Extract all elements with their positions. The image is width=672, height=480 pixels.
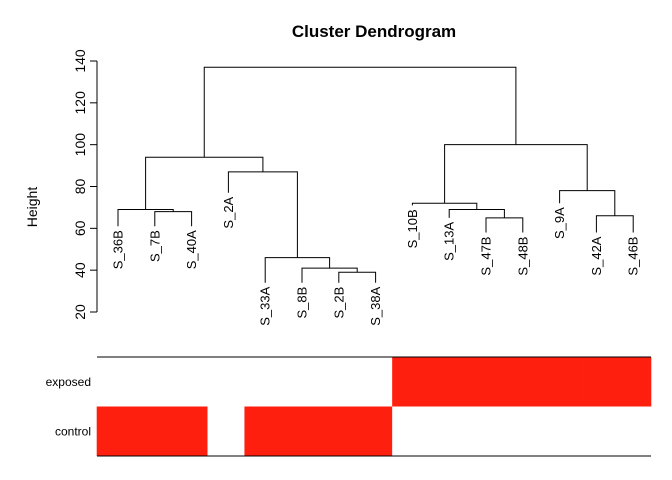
color-bar-cell <box>318 406 356 456</box>
dendrogram-branch <box>338 271 377 283</box>
leaf-label: S_40A <box>184 230 199 269</box>
leaf-label: S_46B <box>626 237 641 276</box>
dendrogram-branch <box>444 144 588 204</box>
color-bar-cell <box>355 406 393 456</box>
color-bar-cell <box>281 406 319 456</box>
y-tick-label: 20 <box>72 304 88 320</box>
color-bar-cell <box>244 357 282 407</box>
color-bar-row-label: control <box>55 424 91 438</box>
dendrogram-branch <box>301 267 358 283</box>
color-bar-cell <box>539 406 578 456</box>
dendrogram-branch <box>485 217 524 233</box>
dendrogram-branch <box>145 156 264 210</box>
color-bar-cell <box>576 357 615 407</box>
color-bar-cell <box>207 357 246 407</box>
color-bar-cell <box>133 406 172 456</box>
dendrogram-branch <box>227 171 298 258</box>
color-bar-cell <box>318 357 356 407</box>
y-tick-label: 80 <box>72 179 88 195</box>
color-bar: exposed control <box>46 356 652 457</box>
color-bar-cell <box>244 406 282 456</box>
color-bar-cell <box>539 357 578 407</box>
color-bar-cell <box>96 357 135 407</box>
leaf-labels: S_36B S_7B S_40A S_2A S_33A S_8B S_2B S_38A S_10… <box>111 196 641 325</box>
leaf-label: S_42A <box>589 236 604 275</box>
leaf-label: S_2A <box>221 196 236 228</box>
y-tick-label: 100 <box>72 133 88 157</box>
leaf-label: S_48B <box>515 237 530 276</box>
leaf-label: S_2B <box>331 287 346 319</box>
dendrogram-branch <box>595 215 634 233</box>
y-axis: 20 40 60 80 100 120 140 <box>72 49 98 320</box>
leaf-label: S_8B <box>295 287 310 319</box>
y-tick-label: 40 <box>72 262 88 278</box>
leaf-label: S_38A <box>368 286 383 325</box>
color-bar-row-label: exposed <box>46 375 91 389</box>
leaf-label: S_9A <box>552 207 567 239</box>
leaf-label: S_10B <box>405 209 420 248</box>
dendrogram-branch <box>411 202 478 210</box>
y-axis-label: Height <box>24 187 40 228</box>
color-bar-cell <box>613 406 652 456</box>
color-bar-cell <box>392 357 430 407</box>
color-bar-cell <box>576 406 615 456</box>
leaf-label: S_36B <box>111 230 126 269</box>
leaf-label: S_13A <box>442 222 457 261</box>
color-bar-cell <box>170 357 209 407</box>
color-bar-cell <box>281 357 319 407</box>
color-bar-cell <box>170 406 209 456</box>
color-bar-cell <box>355 357 393 407</box>
color-bar-cell <box>466 357 504 407</box>
color-bar-cell <box>133 357 172 407</box>
leaf-label: S_33A <box>258 286 273 325</box>
dendrogram-branch <box>203 66 517 158</box>
dendrogram-tree <box>117 66 634 283</box>
color-bar-cell <box>429 357 467 407</box>
dendrogram-branch <box>154 211 193 227</box>
y-tick-label: 140 <box>72 49 88 73</box>
color-bar-cell <box>466 406 504 456</box>
y-tick-label: 120 <box>72 91 88 115</box>
color-bar-cell <box>96 406 135 456</box>
leaf-label: S_47B <box>479 237 494 276</box>
color-bar-cell <box>392 406 430 456</box>
dendrogram-branch <box>264 257 331 283</box>
color-bar-cell <box>502 357 541 407</box>
dendrogram-branch <box>448 209 505 218</box>
dendrogram-branch <box>559 190 616 216</box>
color-bar-cell <box>429 406 467 456</box>
leaf-label: S_7B <box>147 230 162 262</box>
color-bar-cell <box>502 406 541 456</box>
color-bar-cell <box>207 406 246 456</box>
color-bar-cell <box>613 357 652 407</box>
chart-title: Cluster Dendrogram <box>292 22 456 41</box>
y-tick-label: 60 <box>72 220 88 236</box>
